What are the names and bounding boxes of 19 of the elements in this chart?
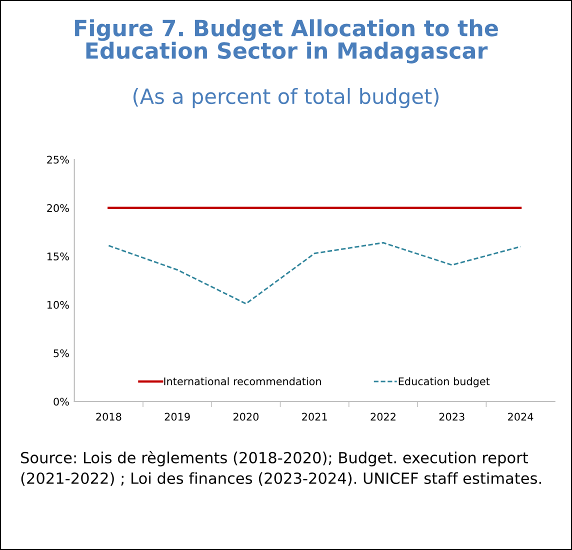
legend-label: International recommendation bbox=[164, 377, 321, 386]
x-tick-label: 2018 bbox=[96, 412, 122, 421]
x-tick-label: 2021 bbox=[302, 412, 327, 421]
chart-subtitle: (As a percent of total budget) bbox=[133, 88, 439, 108]
x-tick-label: 2023 bbox=[439, 412, 464, 421]
y-tick-label: 15% bbox=[47, 252, 69, 260]
legend-label: Education budget bbox=[398, 377, 490, 388]
x-tick-label: 2019 bbox=[164, 412, 190, 421]
y-tick-label: 0% bbox=[54, 398, 69, 406]
chart-title: Figure 7. Budget Allocation to the Education Sector in Madagascar bbox=[75, 19, 498, 64]
y-tick-label: 10% bbox=[47, 300, 69, 309]
y-tick-label: 5% bbox=[54, 349, 69, 358]
y-tick-label: 25% bbox=[47, 156, 69, 164]
x-tick-label: 2022 bbox=[370, 412, 396, 421]
source-note: Source: Lois de règlements (2018-2020); Budget. execution report (2021-2022) ; Loi des finances (2023-2024). UNICEF staff estimates. bbox=[21, 451, 541, 486]
x-tick-label: 2024 bbox=[508, 412, 534, 421]
line-series bbox=[108, 242, 522, 304]
y-tick-label: 20% bbox=[47, 204, 69, 212]
x-tick-label: 2020 bbox=[233, 412, 259, 421]
